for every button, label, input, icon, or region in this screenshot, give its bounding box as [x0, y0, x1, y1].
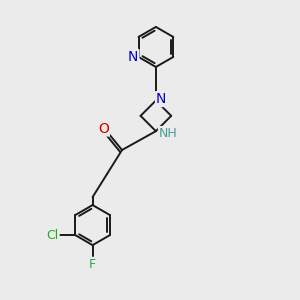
Text: N: N	[156, 92, 166, 106]
Text: O: O	[98, 122, 109, 136]
Text: NH: NH	[159, 127, 178, 140]
Text: N: N	[128, 50, 138, 64]
Text: Cl: Cl	[46, 229, 59, 242]
Text: F: F	[89, 258, 96, 271]
